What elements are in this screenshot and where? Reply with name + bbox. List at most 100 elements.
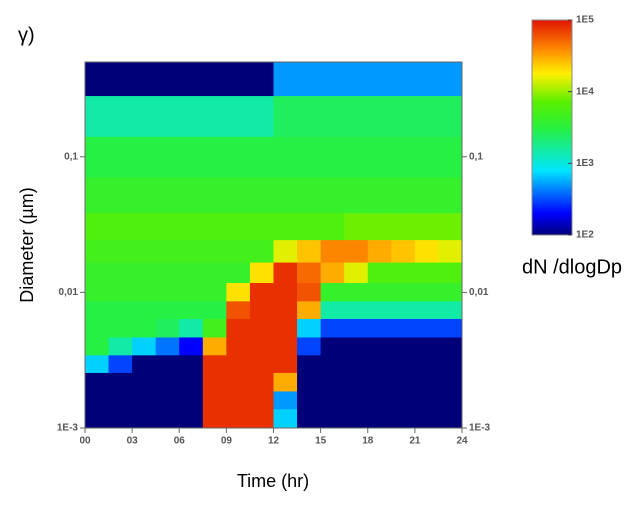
heatmap-cell xyxy=(108,212,133,241)
heatmap-cell xyxy=(344,390,369,410)
heatmap-cell xyxy=(202,300,227,319)
heatmap-cell xyxy=(391,336,416,356)
heatmap-cell xyxy=(202,372,227,392)
heatmap-cell xyxy=(344,282,369,302)
heatmap-cell xyxy=(132,262,157,283)
heatmap-cell xyxy=(367,318,392,338)
heatmap-cell xyxy=(179,262,204,283)
heatmap-cell xyxy=(202,390,227,410)
heatmap-cell xyxy=(391,408,416,429)
heatmap-cell xyxy=(273,318,298,338)
heatmap-cell xyxy=(155,318,180,338)
heatmap-cell xyxy=(344,372,369,392)
y-tick-label: 1E-3 xyxy=(57,423,79,434)
heatmap-cell xyxy=(344,336,369,356)
heatmap-cell xyxy=(414,372,439,392)
heatmap-cell xyxy=(226,62,251,97)
heatmap-cell xyxy=(297,212,322,241)
heatmap-cell xyxy=(155,177,180,214)
heatmap-cell xyxy=(320,372,345,392)
heatmap-cell xyxy=(414,239,439,263)
heatmap-cell xyxy=(320,62,345,97)
heatmap-cell xyxy=(438,62,463,97)
x-tick-label: 12 xyxy=(268,436,280,447)
heatmap-cell xyxy=(155,408,180,429)
heatmap-cell xyxy=(297,408,322,429)
heatmap-cell xyxy=(155,212,180,241)
heatmap-cell xyxy=(414,62,439,97)
heatmap-cell xyxy=(438,136,463,178)
heatmap-cell xyxy=(108,354,133,373)
heatmap-cell xyxy=(367,390,392,410)
colorbar-tick-label: 1E4 xyxy=(576,86,594,97)
heatmap-cell xyxy=(249,372,274,392)
heatmap-cell xyxy=(344,408,369,429)
heatmap-cell xyxy=(179,95,204,137)
heatmap-cell xyxy=(155,336,180,356)
heatmap-cell xyxy=(273,239,298,263)
heatmap-cell xyxy=(85,318,110,338)
heatmap-cell xyxy=(367,95,392,137)
heatmap-cell xyxy=(85,300,110,319)
heatmap-cell xyxy=(414,95,439,137)
heatmap-cell xyxy=(179,372,204,392)
heatmap-cell xyxy=(414,408,439,429)
heatmap-cell xyxy=(249,336,274,356)
heatmap-cell xyxy=(132,336,157,356)
heatmap-cell xyxy=(273,282,298,302)
heatmap-cell xyxy=(226,408,251,429)
heatmap-cell xyxy=(249,212,274,241)
x-axis-label: Time (hr) xyxy=(237,471,309,491)
heatmap-cell xyxy=(85,95,110,137)
heatmap-cell xyxy=(226,390,251,410)
heatmap-cell xyxy=(179,136,204,178)
heatmap-cell xyxy=(273,95,298,137)
heatmap-cell xyxy=(226,300,251,319)
heatmap-cell xyxy=(249,390,274,410)
heatmap-cell xyxy=(344,177,369,214)
heatmap-cell xyxy=(273,336,298,356)
heatmap-cell xyxy=(85,282,110,302)
heatmap-cell xyxy=(367,282,392,302)
heatmap-cell xyxy=(179,177,204,214)
heatmap-cell xyxy=(132,95,157,137)
heatmap-cell xyxy=(273,62,298,97)
heatmap-cell xyxy=(85,262,110,283)
x-tick-label: 00 xyxy=(79,436,91,447)
x-tick-label: 06 xyxy=(174,436,186,447)
heatmap-cell xyxy=(273,408,298,429)
heatmap-cell xyxy=(438,239,463,263)
colorbar xyxy=(531,19,573,236)
heatmap-cell xyxy=(249,408,274,429)
heatmap-cell xyxy=(132,62,157,97)
heatmap-cell xyxy=(367,300,392,319)
heatmap-cell xyxy=(202,336,227,356)
heatmap-cell xyxy=(273,212,298,241)
y-tick-label-right: 0,1 xyxy=(469,151,483,162)
heatmap-cell xyxy=(179,408,204,429)
heatmap-cell xyxy=(320,354,345,373)
heatmap-cell xyxy=(297,95,322,137)
heatmap-cell xyxy=(391,95,416,137)
heatmap-cell xyxy=(202,136,227,178)
heatmap-cell xyxy=(179,239,204,263)
heatmap-cell xyxy=(132,136,157,178)
heatmap-cell xyxy=(226,177,251,214)
heatmap-cell xyxy=(226,336,251,356)
heatmap-cell xyxy=(273,354,298,373)
heatmap-cell xyxy=(108,336,133,356)
heatmap-cell xyxy=(108,177,133,214)
heatmap-cell xyxy=(438,336,463,356)
heatmap-cell xyxy=(438,212,463,241)
heatmap-cell xyxy=(85,390,110,410)
heatmap-cell xyxy=(179,282,204,302)
x-tick-label: 18 xyxy=(362,436,374,447)
heatmap-cell xyxy=(226,354,251,373)
heatmap-cell xyxy=(438,318,463,338)
heatmap-cell xyxy=(132,177,157,214)
heatmap-cell xyxy=(320,212,345,241)
heatmap-cell xyxy=(391,300,416,319)
heatmap-cell xyxy=(155,390,180,410)
heatmap-cell xyxy=(249,136,274,178)
heatmap-cell xyxy=(391,239,416,263)
